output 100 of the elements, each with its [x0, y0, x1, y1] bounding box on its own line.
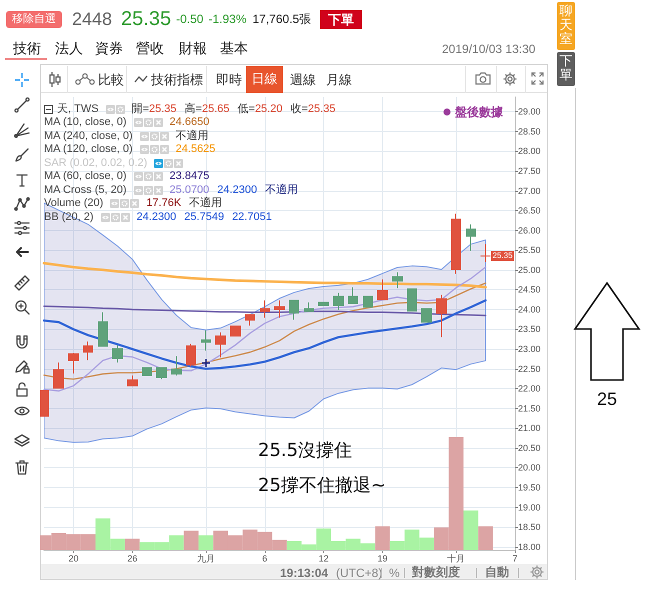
y-tick-label: 23.00: [518, 344, 541, 354]
text: 17,760.5張: [252, 12, 312, 26]
x-tick-label: 26: [127, 554, 138, 564]
text: %: [389, 566, 400, 580]
y-tick-label: 26.00: [518, 225, 541, 236]
candlestick: [142, 367, 152, 376]
annotation: 開=: [132, 102, 149, 114]
text: 2019/10/03 13:30: [442, 42, 536, 56]
annotation: MA (60, close, 0): [44, 170, 127, 182]
candlestick: [171, 356, 182, 376]
annotation: 25.35: [491, 251, 514, 262]
annotation: 不適用: [176, 130, 209, 142]
annotation: 23.8475: [170, 170, 210, 182]
text: 比較: [98, 73, 124, 88]
annotation: 不適用: [265, 184, 298, 196]
annotation: MA (10, close, 0): [44, 116, 127, 128]
bar: [198, 535, 214, 550]
annotation: 24.2300: [217, 184, 258, 196]
candlestick: [245, 314, 255, 326]
candlestick: [451, 213, 461, 274]
y-tick-label: 25.00: [518, 264, 541, 275]
y-tick-label: 26.50: [518, 206, 541, 216]
x-tick-label: 九月: [196, 554, 215, 564]
bar: [478, 526, 493, 550]
candlestick: [363, 296, 373, 308]
candlestick: [407, 288, 417, 312]
text: 法人: [55, 41, 83, 57]
candlestick: [156, 367, 167, 380]
candlestick: [377, 278, 388, 300]
candlestick: [112, 344, 123, 363]
candlestick: [304, 302, 314, 312]
annotation: 25.5沒撐住: [258, 440, 352, 461]
annotation: 盤後數據: [455, 105, 503, 119]
text: 移除自選: [6, 10, 62, 28]
x-tick-label: 20: [68, 554, 78, 564]
y-tick-label: 18.50: [518, 522, 541, 532]
text: 2448: [72, 9, 112, 29]
text: 基本: [220, 41, 248, 57]
candlestick: [333, 292, 344, 310]
y-tick-label: 20.00: [518, 462, 541, 473]
x-tick-label: 12: [318, 554, 329, 564]
annotation: 高=: [184, 102, 202, 114]
y-tick-label: 23.50: [518, 324, 541, 334]
candlestick: [230, 326, 241, 336]
annotation: 25.35: [308, 102, 336, 114]
x-tick-label: 6: [262, 554, 268, 564]
annotation: 低=: [238, 102, 255, 114]
text: 25: [597, 389, 618, 409]
y-tick-label: 28.50: [518, 126, 541, 136]
annotation: 24.6650: [170, 116, 210, 128]
annotation: 25.20: [254, 102, 282, 114]
annotation: MA Cross (5, 20): [44, 184, 127, 196]
y-tick-label: 27.00: [518, 186, 541, 196]
candlestick: [98, 312, 108, 347]
y-tick-label: 24.00: [518, 304, 541, 314]
annotation: MA (240, close, 0): [44, 130, 133, 142]
y-tick-label: 22.50: [518, 364, 541, 374]
x-tick-label: 十月: [447, 554, 466, 564]
text: -0.50: [176, 12, 204, 26]
candlestick: [392, 272, 403, 289]
y-tick-label: 21.00: [518, 423, 541, 434]
candlestick: [68, 352, 79, 374]
x-tick-label: 7: [512, 554, 518, 564]
text: 週線: [290, 73, 316, 88]
annotation: MA (120, close, 0): [44, 143, 133, 155]
text: 技術: [13, 41, 41, 57]
text: 自動: [485, 565, 509, 579]
candlestick: [289, 300, 299, 320]
y-tick-label: 19.50: [518, 482, 541, 492]
y-tick-label: 18.00: [518, 542, 541, 552]
candlestick: [421, 308, 432, 323]
annotation: 天, TWS: [57, 102, 99, 114]
tab: 聊天室: [557, 2, 575, 50]
line-series: [42, 262, 487, 288]
bar: [375, 526, 390, 550]
annotation: 24.5625: [176, 143, 216, 155]
candlestick: [53, 362, 64, 389]
tab: 下單: [557, 52, 575, 86]
annotation: 25.35: [149, 102, 177, 114]
line-series: [43, 306, 486, 316]
y-tick-label: 27.50: [518, 166, 541, 176]
text: 日線: [252, 72, 278, 87]
candlestick: [127, 375, 138, 386]
y-tick-label: 21.50: [518, 403, 541, 414]
annotation: 25.0700: [170, 184, 210, 196]
line-series: [43, 282, 486, 380]
text: (UTC+8): [336, 566, 382, 580]
candlestick: [83, 341, 93, 361]
bar: [124, 538, 140, 550]
annotation: 25.7549: [184, 210, 224, 222]
text: 月線: [326, 73, 352, 88]
annotation: 22.7051: [232, 210, 272, 222]
y-tick-label: 28.00: [518, 146, 541, 156]
annotation: 24.2300: [136, 210, 176, 222]
annotation: 收=: [290, 102, 308, 114]
annotation: 25.65: [202, 102, 230, 114]
text: 對數刻度: [412, 565, 460, 579]
text: 25.35: [121, 8, 172, 30]
line-series: [42, 299, 487, 370]
y-tick-label: 24.50: [518, 284, 541, 295]
